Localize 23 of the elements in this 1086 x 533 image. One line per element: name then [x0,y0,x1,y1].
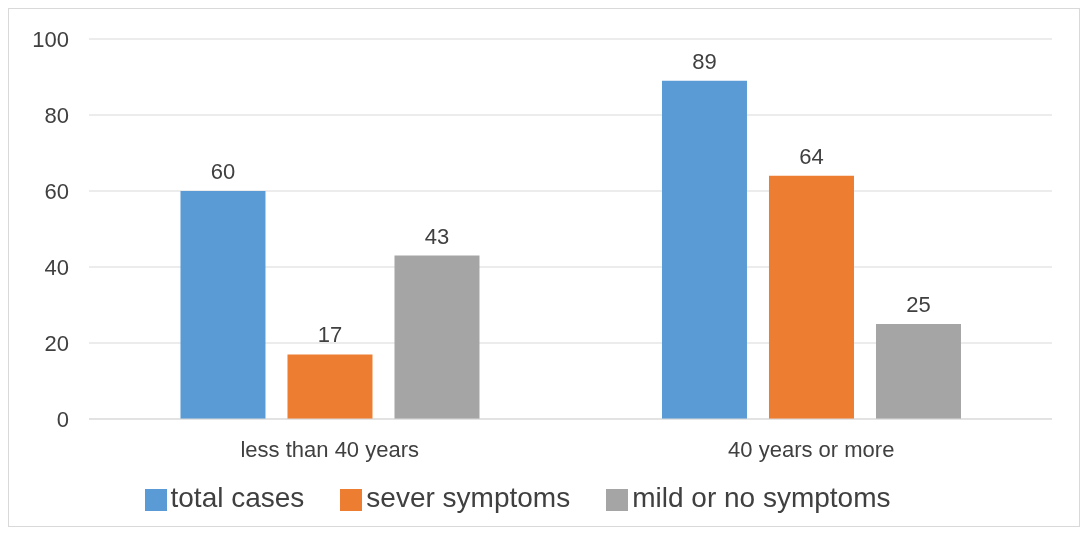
y-tick-label: 20 [44,330,69,356]
bar [394,255,480,419]
y-tick-label: 0 [56,406,69,432]
bar [180,191,266,419]
y-tick-label: 100 [32,26,69,52]
legend-label: sever symptoms [366,482,571,513]
data-label: 25 [906,292,931,317]
data-label: 64 [799,143,824,169]
y-tick-label: 40 [44,254,69,280]
x-tick-label: 40 years or more [728,436,895,462]
y-tick-label: 80 [44,102,69,128]
bar [768,175,854,419]
legend-label: mild or no symptoms [632,482,891,513]
data-label: 60 [210,159,236,184]
data-label: 17 [317,322,343,348]
data-label: 43 [424,223,450,249]
y-tick-label: 60 [44,178,69,204]
bar [875,324,961,419]
bar [661,80,747,419]
legend-label: total cases [170,482,305,513]
data-label: 89 [692,48,717,74]
x-tick-label: less than 40 years [240,436,420,462]
bar [287,354,373,419]
